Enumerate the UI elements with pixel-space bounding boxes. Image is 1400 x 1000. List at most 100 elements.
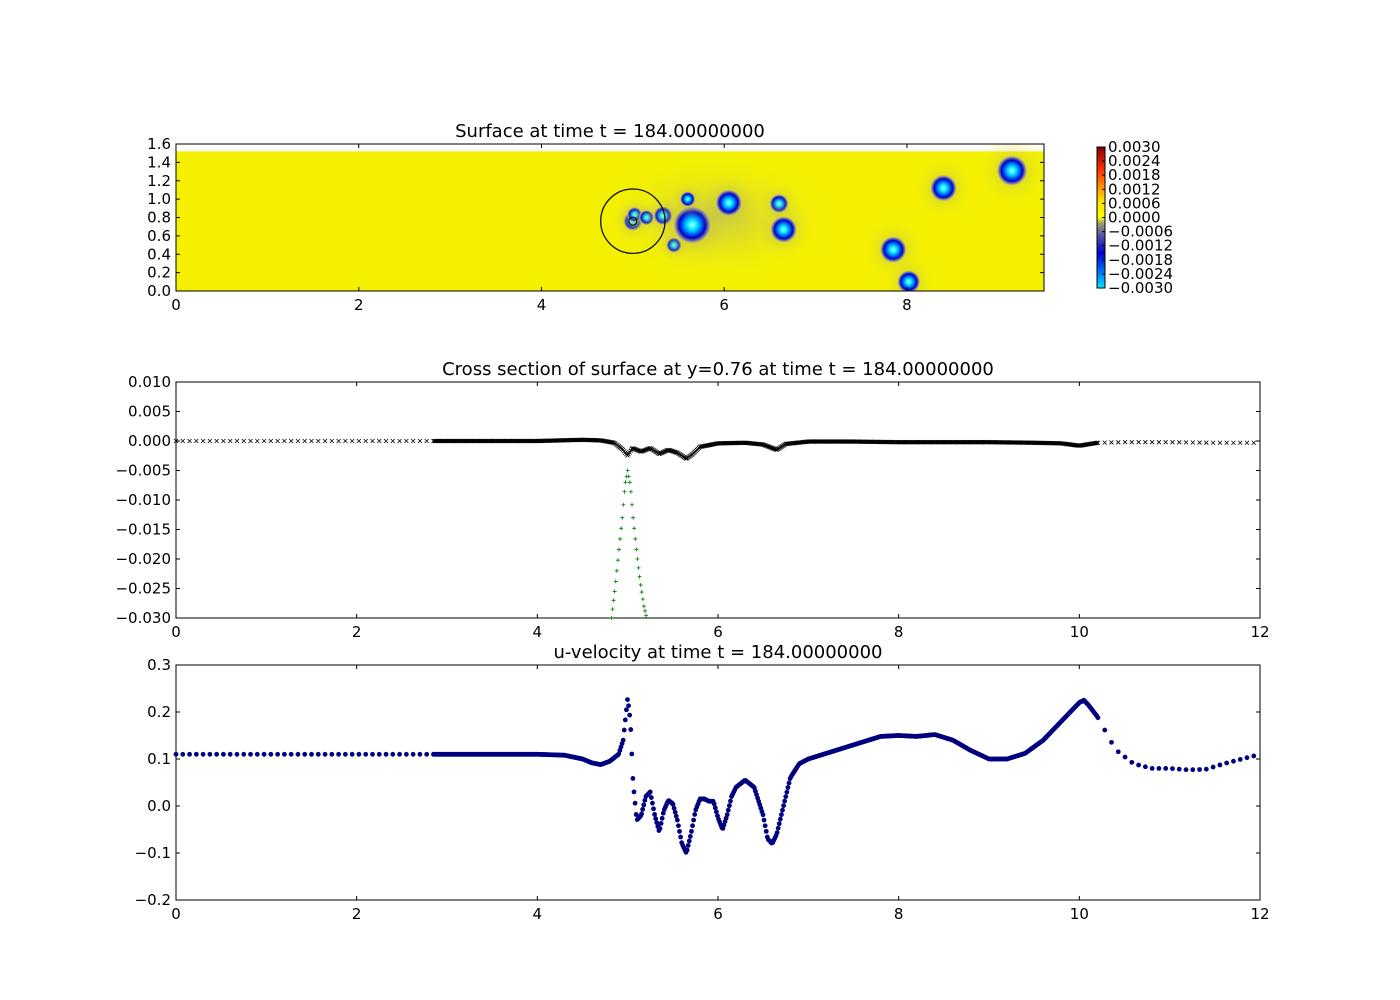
data-point-plus xyxy=(619,526,624,531)
data-point-x xyxy=(302,438,308,444)
data-point xyxy=(629,751,635,757)
data-point xyxy=(659,815,665,821)
depression xyxy=(714,188,743,217)
data-point xyxy=(775,825,781,831)
colorbar-tick-label: 0.0006 xyxy=(1108,194,1161,212)
data-point-x xyxy=(1217,440,1223,446)
x-tick-label: 10 xyxy=(1070,905,1089,923)
data-point-x xyxy=(611,440,616,445)
data-point xyxy=(627,712,633,718)
data-point-x xyxy=(315,438,321,444)
data-point xyxy=(200,751,206,757)
y-tick-label: 0.2 xyxy=(147,264,171,282)
colorbar: 0.00300.00240.00180.00120.00060.0000−0.0… xyxy=(1096,138,1173,297)
surface-heatmap-panel: Surface at time t = 184.00000000 0 2 4 6 8 0… xyxy=(147,121,1173,314)
data-point-x xyxy=(1210,440,1216,446)
data-point xyxy=(342,751,348,757)
data-point xyxy=(254,751,260,757)
data-point xyxy=(1095,715,1101,721)
data-point xyxy=(761,817,767,823)
data-point xyxy=(658,820,664,826)
data-point xyxy=(672,809,678,815)
data-point xyxy=(370,751,375,757)
u-velocity-title: u-velocity at time t = 184.00000000 xyxy=(554,642,883,663)
data-point-plus xyxy=(637,574,642,579)
x-tick-label: 2 xyxy=(352,623,362,641)
data-point xyxy=(691,817,697,823)
data-point xyxy=(726,803,732,809)
data-point-plus xyxy=(628,489,633,494)
data-point xyxy=(1115,749,1121,755)
x-tick-label: 6 xyxy=(713,905,723,923)
data-point xyxy=(1224,760,1230,766)
data-point-plus xyxy=(634,547,639,552)
data-point xyxy=(207,751,213,757)
data-point xyxy=(652,812,657,817)
data-point-plus xyxy=(643,608,648,613)
y-tick-label: 0.005 xyxy=(128,403,171,421)
data-point xyxy=(1163,766,1169,771)
data-point xyxy=(783,794,789,799)
data-point xyxy=(786,780,792,786)
colorbar-tick-label: 0.0000 xyxy=(1108,209,1161,227)
data-point xyxy=(397,751,402,757)
circle-overlay-center xyxy=(628,216,638,226)
data-point xyxy=(674,817,680,823)
data-point-plus xyxy=(625,468,630,473)
data-point xyxy=(712,805,718,811)
y-tick-label: 1.6 xyxy=(147,135,171,153)
data-point xyxy=(1136,762,1141,768)
data-point-plus xyxy=(610,607,615,612)
data-point-x xyxy=(248,438,253,444)
y-tick-label: −0.020 xyxy=(115,550,171,568)
data-point xyxy=(779,812,784,818)
data-point xyxy=(676,823,681,829)
depression xyxy=(896,269,921,291)
data-point xyxy=(275,751,281,757)
data-point xyxy=(620,737,626,743)
cross-section-marks xyxy=(173,437,1257,620)
colorbar-tick-label: −0.0024 xyxy=(1108,265,1173,283)
data-point xyxy=(641,802,647,808)
cross-section-frame xyxy=(175,381,1261,619)
data-point-plus xyxy=(632,526,637,531)
y-tick-label: 0.8 xyxy=(147,209,171,227)
colorbar-tick-label: 0.0012 xyxy=(1108,180,1161,198)
u-velocity-y-ticks: 0.3 0.2 0.1 0.0 −0.1 −0.2 xyxy=(135,656,1260,909)
data-point-plus xyxy=(612,589,617,594)
data-point xyxy=(1156,766,1162,771)
data-point xyxy=(624,707,629,713)
data-point-x xyxy=(207,438,213,444)
data-point xyxy=(288,751,294,757)
data-point-x xyxy=(180,438,186,444)
depression xyxy=(679,191,696,208)
data-point xyxy=(653,816,659,822)
data-point xyxy=(713,809,719,815)
data-point-plus xyxy=(640,597,645,602)
data-point-x xyxy=(329,438,335,444)
data-point-x xyxy=(410,438,416,444)
data-point xyxy=(760,812,766,818)
data-point xyxy=(776,821,782,827)
data-point-x xyxy=(683,456,689,461)
data-point-plus xyxy=(641,604,646,609)
data-point xyxy=(329,751,335,757)
data-point xyxy=(268,751,274,757)
data-point xyxy=(403,751,409,757)
data-point xyxy=(410,751,416,757)
data-point xyxy=(1176,766,1182,772)
colorbar-tick-label: −0.0006 xyxy=(1108,223,1173,241)
data-point-x xyxy=(1170,439,1175,445)
data-point-x xyxy=(349,438,355,444)
x-tick-label: 6 xyxy=(713,623,723,641)
data-point-plus xyxy=(621,502,626,507)
data-point-x xyxy=(261,438,267,444)
data-point xyxy=(180,751,186,757)
cross-section-panel: Cross section of surface at y=0.76 at ti… xyxy=(115,359,1269,641)
data-point-x xyxy=(1231,440,1236,446)
data-point xyxy=(774,830,780,836)
y-tick-label: −0.2 xyxy=(135,891,171,909)
heatmap-plot-area xyxy=(176,144,1044,291)
data-point xyxy=(356,751,362,757)
